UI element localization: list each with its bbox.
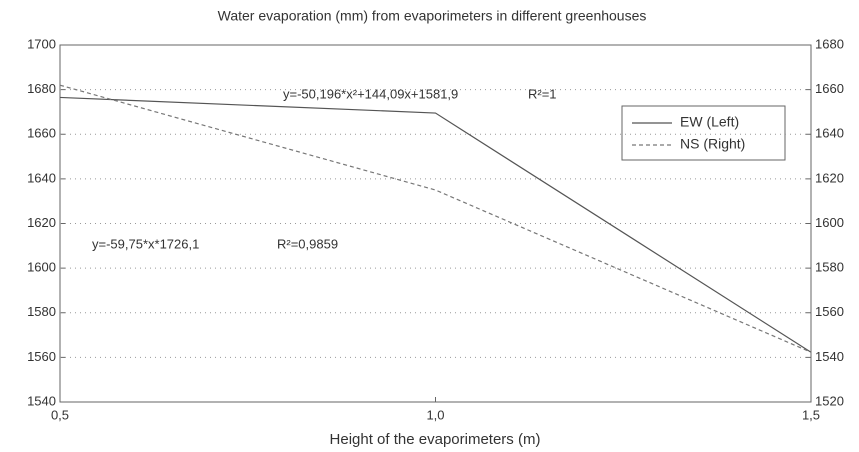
x-tick-label: 0,5 [51,407,69,422]
legend-box [621,105,786,161]
series-line [59,84,812,353]
annotation-r2: R²=1 [528,86,557,101]
y-tick-label: 1600 [27,260,56,275]
y-tick-label: 1580 [27,304,56,319]
y-tick-label: 1640 [27,170,56,185]
x-axis-label: Height of the evaporimeters (m) [330,431,541,448]
annotation: y=-59,75*x*1726,1 [92,236,199,251]
y2-tick-label: 1640 [815,126,844,141]
y-tick-label: 1560 [27,349,56,364]
y2-tick-label: 1620 [815,170,844,185]
y-tick-label: 1660 [27,126,56,141]
series-line [59,96,812,353]
y2-tick-label: 1680 [815,36,844,51]
x-tick-label: 1,5 [802,407,820,422]
y2-tick-label: 1560 [815,304,844,319]
y-tick-label: 1620 [27,215,56,230]
y2-tick-label: 1600 [815,215,844,230]
annotation: y=-50,196*x²+144,09x+1581,9 [283,86,458,101]
legend-label: NS (Right) [680,136,745,152]
chart-title: Water evaporation (mm) from evaporimeter… [218,8,647,24]
x-tick-label: 1,0 [426,407,444,422]
y-tick-label: 1680 [27,81,56,96]
legend-label: EW (Left) [680,114,739,130]
annotation-r2: R²=0,9859 [277,236,338,251]
y2-tick-label: 1660 [815,81,844,96]
y-tick-label: 1540 [27,393,56,408]
y2-tick-label: 1580 [815,260,844,275]
y2-tick-label: 1520 [815,393,844,408]
y2-tick-label: 1540 [815,349,844,364]
y-tick-label: 1700 [27,36,56,51]
